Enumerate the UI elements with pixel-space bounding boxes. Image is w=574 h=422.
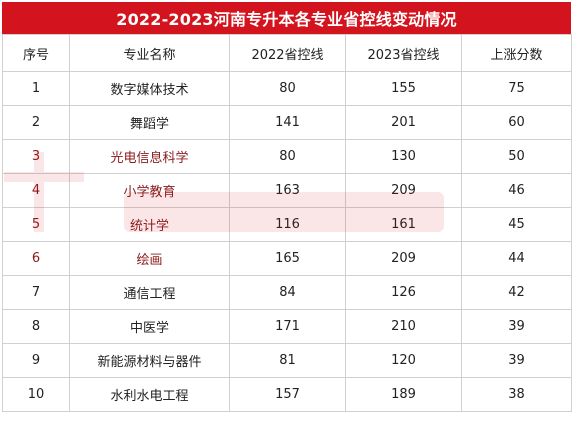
cell-2023-line: 161 [345,207,462,242]
header-increase: 上涨分数 [461,34,572,72]
cell-increase: 42 [461,275,572,310]
table-row: 6 绘画 165 209 44 [2,241,572,276]
header-major-name: 专业名称 [69,34,230,72]
cell-index: 4 [2,173,70,208]
cell-2022-line: 80 [229,71,346,106]
table-row: 2 舞蹈学 141 201 60 [2,105,572,140]
cell-increase: 60 [461,105,572,140]
cell-increase: 50 [461,139,572,174]
cell-2022-line: 163 [229,173,346,208]
header-index: 序号 [2,34,70,72]
cell-major-name: 通信工程 [69,275,230,310]
cell-2023-line: 155 [345,71,462,106]
cell-2023-line: 120 [345,343,462,378]
cell-increase: 46 [461,173,572,208]
cell-index: 2 [2,105,70,140]
cell-index: 3 [2,139,70,174]
cell-index: 8 [2,309,70,344]
table-row: 5 统计学 116 161 45 [2,207,572,242]
table-header-row: 序号 专业名称 2022省控线 2023省控线 上涨分数 [2,34,572,72]
cell-2023-line: 209 [345,173,462,208]
cell-index: 5 [2,207,70,242]
table-row: 8 中医学 171 210 39 [2,309,572,344]
cell-2022-line: 84 [229,275,346,310]
cell-2023-line: 210 [345,309,462,344]
cell-increase: 39 [461,343,572,378]
cell-2022-line: 80 [229,139,346,174]
cell-increase: 45 [461,207,572,242]
table-row: 10 水利水电工程 157 189 38 [2,377,572,412]
cell-increase: 38 [461,377,572,412]
cell-increase: 44 [461,241,572,276]
cell-2022-line: 157 [229,377,346,412]
table-row: 7 通信工程 84 126 42 [2,275,572,310]
table-row: 3 光电信息科学 80 130 50 [2,139,572,174]
cell-2022-line: 116 [229,207,346,242]
cell-2023-line: 201 [345,105,462,140]
cell-major-name: 数字媒体技术 [69,71,230,106]
cell-increase: 75 [461,71,572,106]
score-table: 序号 专业名称 2022省控线 2023省控线 上涨分数 1 数字媒体技术 80… [2,34,572,412]
cell-2022-line: 171 [229,309,346,344]
cell-2023-line: 209 [345,241,462,276]
header-2023-line: 2023省控线 [345,34,462,72]
cell-index: 7 [2,275,70,310]
table-row: 1 数字媒体技术 80 155 75 [2,71,572,106]
cell-increase: 39 [461,309,572,344]
cell-2023-line: 126 [345,275,462,310]
cell-2022-line: 141 [229,105,346,140]
cell-major-name: 舞蹈学 [69,105,230,140]
cell-index: 6 [2,241,70,276]
cell-index: 9 [2,343,70,378]
cell-2023-line: 130 [345,139,462,174]
table-title: 2022-2023河南专升本各专业省控线变动情况 [2,2,571,34]
cell-major-name: 水利水电工程 [69,377,230,412]
table-row: 4 小学教育 163 209 46 [2,173,572,208]
cell-major-name: 新能源材料与器件 [69,343,230,378]
cell-major-name: 中医学 [69,309,230,344]
header-2022-line: 2022省控线 [229,34,346,72]
cell-2023-line: 189 [345,377,462,412]
cell-2022-line: 165 [229,241,346,276]
cell-index: 1 [2,71,70,106]
score-table-card: 2022-2023河南专升本各专业省控线变动情况 序号 专业名称 2022省控线… [2,2,572,412]
cell-2022-line: 81 [229,343,346,378]
cell-major-name: 绘画 [69,241,230,276]
table-row: 9 新能源材料与器件 81 120 39 [2,343,572,378]
cell-major-name: 统计学 [69,207,230,242]
cell-major-name: 光电信息科学 [69,139,230,174]
cell-major-name: 小学教育 [69,173,230,208]
cell-index: 10 [2,377,70,412]
